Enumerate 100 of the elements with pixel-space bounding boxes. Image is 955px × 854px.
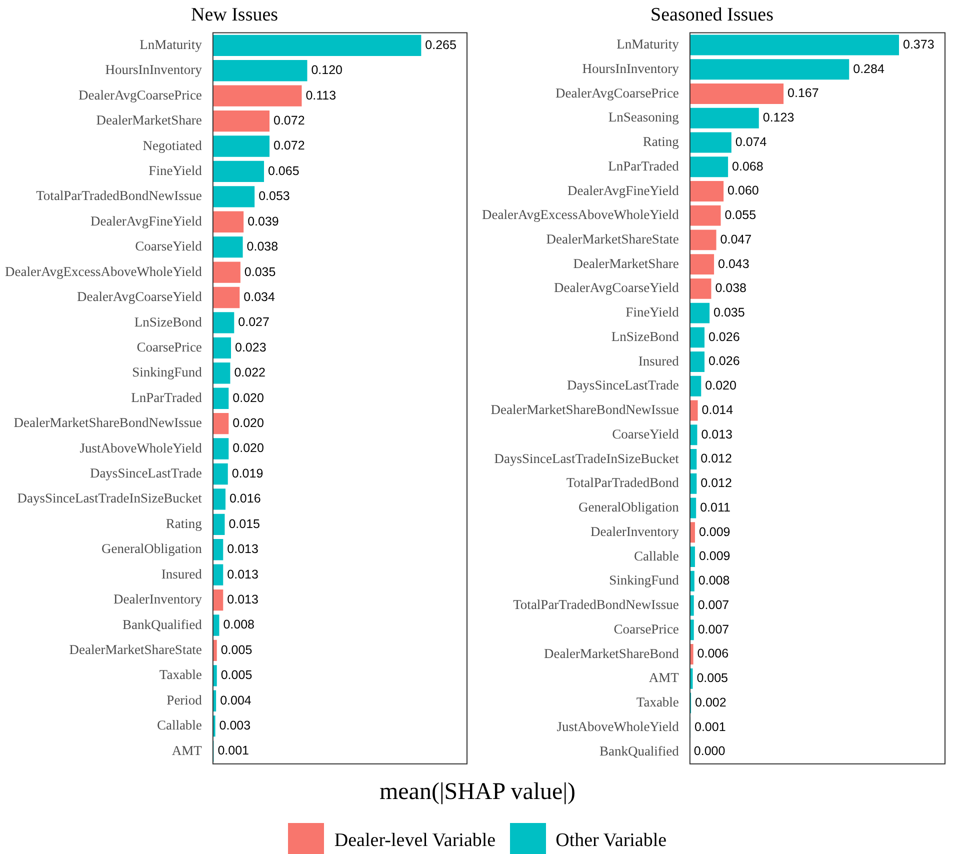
data-label: 0.012 bbox=[700, 476, 732, 490]
y-tick-label: CoarseYield bbox=[135, 238, 202, 254]
data-label: 0.012 bbox=[700, 452, 732, 466]
data-label: 0.023 bbox=[235, 340, 266, 354]
data-label: 0.265 bbox=[425, 38, 457, 52]
y-tick-label: Negotiated bbox=[142, 138, 202, 153]
y-tick-label: GeneralObligation bbox=[101, 541, 202, 556]
y-tick-label: Callable bbox=[634, 548, 679, 564]
y-tick-label: DealerMarketShareState bbox=[69, 642, 202, 657]
y-tick-label: DealerAvgCoarsePrice bbox=[555, 85, 679, 100]
y-tick-label: DealerInventory bbox=[113, 592, 202, 607]
y-tick-label: DaysSinceLastTradeInSizeBucket bbox=[17, 490, 202, 506]
y-tick-label: Taxable bbox=[636, 694, 679, 710]
data-label: 0.074 bbox=[735, 134, 767, 149]
x-axis-title: mean(|SHAP value|) bbox=[378, 779, 576, 807]
y-tick-label: BankQualified bbox=[599, 743, 680, 758]
data-label: 0.120 bbox=[311, 63, 343, 78]
data-label: 0.004 bbox=[220, 693, 252, 708]
data-label: 0.001 bbox=[218, 744, 250, 758]
data-label: 0.000 bbox=[694, 744, 726, 758]
y-tick-label: LnMaturity bbox=[140, 36, 202, 52]
data-label: 0.026 bbox=[708, 330, 740, 344]
y-tick-label: LnParTraded bbox=[131, 390, 202, 405]
y-tick-label: JustAboveWholeYield bbox=[556, 718, 680, 734]
data-label: 0.015 bbox=[228, 516, 260, 531]
y-tick-label: SinkingFund bbox=[609, 572, 680, 588]
y-tick-label: SinkingFund bbox=[132, 364, 202, 380]
y-tick-label: AMT bbox=[648, 670, 680, 686]
data-label: 0.022 bbox=[234, 366, 266, 380]
y-tick-label: Taxable bbox=[159, 667, 202, 682]
y-tick-label: DealerMarketShareState bbox=[546, 231, 679, 246]
data-label: 0.039 bbox=[248, 214, 279, 228]
data-label: 0.034 bbox=[244, 290, 275, 304]
y-tick-label: DealerAvgExcessAboveWholeYield bbox=[4, 264, 202, 279]
data-label: 0.047 bbox=[720, 232, 752, 246]
data-label: 0.016 bbox=[230, 492, 261, 506]
y-tick-label: DealerAvgCoarseYield bbox=[76, 289, 202, 304]
y-tick-label: GeneralObligation bbox=[578, 500, 680, 515]
y-tick-label: DealerAvgCoarseYield bbox=[554, 280, 680, 296]
y-tick-label: Insured bbox=[161, 566, 202, 582]
data-label: 0.007 bbox=[698, 622, 730, 636]
data-label: 0.005 bbox=[696, 671, 728, 686]
data-label: 0.113 bbox=[306, 88, 336, 102]
y-tick-label: Callable bbox=[156, 718, 202, 733]
data-label: 0.068 bbox=[732, 159, 764, 174]
y-tick-label: AMT bbox=[172, 742, 203, 758]
data-label: 0.284 bbox=[853, 62, 884, 76]
data-label: 0.002 bbox=[695, 695, 726, 710]
y-tick-label: CoarseYield bbox=[612, 426, 680, 442]
data-label: 0.167 bbox=[788, 86, 819, 100]
data-label: 0.038 bbox=[246, 240, 278, 254]
data-label: 0.035 bbox=[244, 264, 276, 279]
y-tick-label: FineYield bbox=[148, 163, 202, 178]
y-tick-label: HoursInInventory bbox=[582, 60, 680, 76]
data-label: 0.005 bbox=[220, 668, 252, 682]
chart-title: Seasoned Issues bbox=[650, 4, 774, 26]
data-label: 0.020 bbox=[705, 378, 736, 393]
data-label: 0.013 bbox=[227, 567, 258, 582]
y-tick-label: JustAboveWholeYield bbox=[80, 440, 202, 456]
data-label: 0.027 bbox=[238, 315, 270, 330]
data-label: 0.060 bbox=[728, 184, 759, 198]
data-label: 0.065 bbox=[268, 164, 300, 178]
data-label: 0.020 bbox=[232, 441, 264, 456]
data-label: 0.055 bbox=[724, 208, 756, 222]
data-label: 0.008 bbox=[698, 574, 730, 588]
y-tick-label: LnSizeBond bbox=[134, 314, 202, 330]
y-tick-label: FineYield bbox=[626, 304, 680, 320]
data-label: 0.005 bbox=[220, 642, 252, 657]
data-label: 0.038 bbox=[715, 281, 747, 296]
y-tick-label: TotalParTradedBond bbox=[566, 475, 680, 490]
y-tick-label: DealerAvgFineYield bbox=[90, 213, 202, 228]
y-tick-label: DealerInventory bbox=[590, 524, 680, 539]
chart-title: New Issues bbox=[190, 4, 278, 26]
y-tick-label: TotalParTradedBondNewIssue bbox=[36, 188, 202, 204]
y-tick-label: DealerMarketShareBondNewIssue bbox=[490, 402, 679, 418]
data-label: 0.013 bbox=[227, 542, 258, 556]
data-label: 0.013 bbox=[227, 592, 258, 606]
y-tick-label: Period bbox=[166, 692, 202, 708]
data-label: 0.123 bbox=[762, 110, 794, 125]
y-tick-label: DaysSinceLastTrade bbox=[90, 466, 202, 481]
data-label: 0.007 bbox=[698, 598, 730, 612]
data-label: 0.020 bbox=[232, 390, 264, 405]
y-tick-label: DealerAvgCoarsePrice bbox=[78, 87, 202, 102]
data-label: 0.072 bbox=[274, 113, 305, 128]
y-tick-label: Insured bbox=[638, 353, 680, 368]
y-tick-label: BankQualified bbox=[122, 616, 202, 632]
y-tick-label: DealerMarketShareBond bbox=[544, 646, 680, 661]
y-tick-label: TotalParTradedBondNewIssue bbox=[513, 597, 679, 612]
y-tick-label: LnMaturity bbox=[616, 36, 680, 52]
y-tick-label: DealerMarketShare bbox=[573, 256, 679, 271]
data-label: 0.053 bbox=[258, 189, 290, 204]
y-tick-label: DealerAvgFineYield bbox=[567, 182, 680, 198]
legend-label: Dealer-level Variable bbox=[334, 830, 496, 852]
y-tick-label: LnSeasoning bbox=[608, 110, 680, 125]
data-label: 0.009 bbox=[698, 524, 730, 539]
y-tick-label: CoarsePrice bbox=[136, 339, 202, 354]
y-tick-label: LnSizeBond bbox=[611, 328, 680, 344]
y-tick-label: HoursInInventory bbox=[105, 62, 202, 78]
y-tick-label: Rating bbox=[166, 516, 202, 531]
data-label: 0.006 bbox=[697, 646, 729, 661]
